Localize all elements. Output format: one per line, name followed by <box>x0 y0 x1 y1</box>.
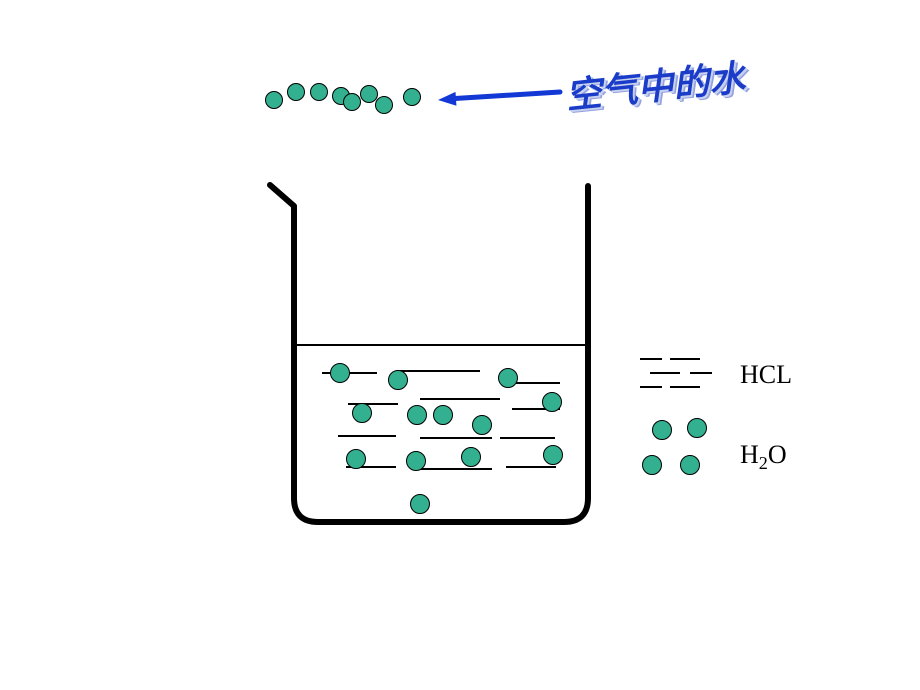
solution-line-7 <box>420 437 492 439</box>
air-water-dot-7 <box>403 88 421 106</box>
solution-dot-7 <box>472 415 492 435</box>
h2o-h: H <box>740 440 759 469</box>
diagram-stage: { "canvas": { "width": 920, "height": 69… <box>0 0 920 690</box>
legend-hcl-line-4 <box>640 386 662 388</box>
air-water-dot-1 <box>287 83 305 101</box>
solution-dot-3 <box>542 392 562 412</box>
legend-h2o-dot-3 <box>680 455 700 475</box>
solution-dot-4 <box>352 403 372 423</box>
solution-dot-6 <box>433 405 453 425</box>
legend-hcl-line-5 <box>670 386 700 388</box>
legend-h2o-dot-0 <box>652 420 672 440</box>
legend-hcl-line-0 <box>640 358 662 360</box>
legend-hcl-line-1 <box>670 358 700 360</box>
legend-h2o-dot-2 <box>642 455 662 475</box>
air-water-dot-4 <box>343 93 361 111</box>
solution-line-8 <box>500 437 555 439</box>
solution-dot-10 <box>406 451 426 471</box>
solution-dot-9 <box>346 449 366 469</box>
hcl-label: HCL <box>740 360 792 390</box>
solution-dot-5 <box>407 405 427 425</box>
air-water-dot-6 <box>375 96 393 114</box>
solution-line-1 <box>400 370 480 372</box>
solution-line-6 <box>338 435 396 437</box>
solution-line-10 <box>420 468 492 470</box>
solution-line-11 <box>506 466 556 468</box>
legend-h2o-dot-1 <box>687 418 707 438</box>
h2o-2: 2 <box>759 453 768 473</box>
solution-line-4 <box>420 398 500 400</box>
h2o-o: O <box>768 440 787 469</box>
legend-hcl-line-3 <box>690 372 712 374</box>
air-water-dot-0 <box>265 91 283 109</box>
legend-hcl-line-2 <box>650 372 680 374</box>
solution-dot-1 <box>388 370 408 390</box>
solution-dot-11 <box>461 447 481 467</box>
solution-dot-0 <box>330 363 350 383</box>
solution-dot-8 <box>543 445 563 465</box>
beaker-svg <box>0 0 920 690</box>
solution-dot-12 <box>410 494 430 514</box>
h2o-label: H2O <box>740 440 787 470</box>
solution-dot-2 <box>498 368 518 388</box>
air-water-dot-2 <box>310 83 328 101</box>
